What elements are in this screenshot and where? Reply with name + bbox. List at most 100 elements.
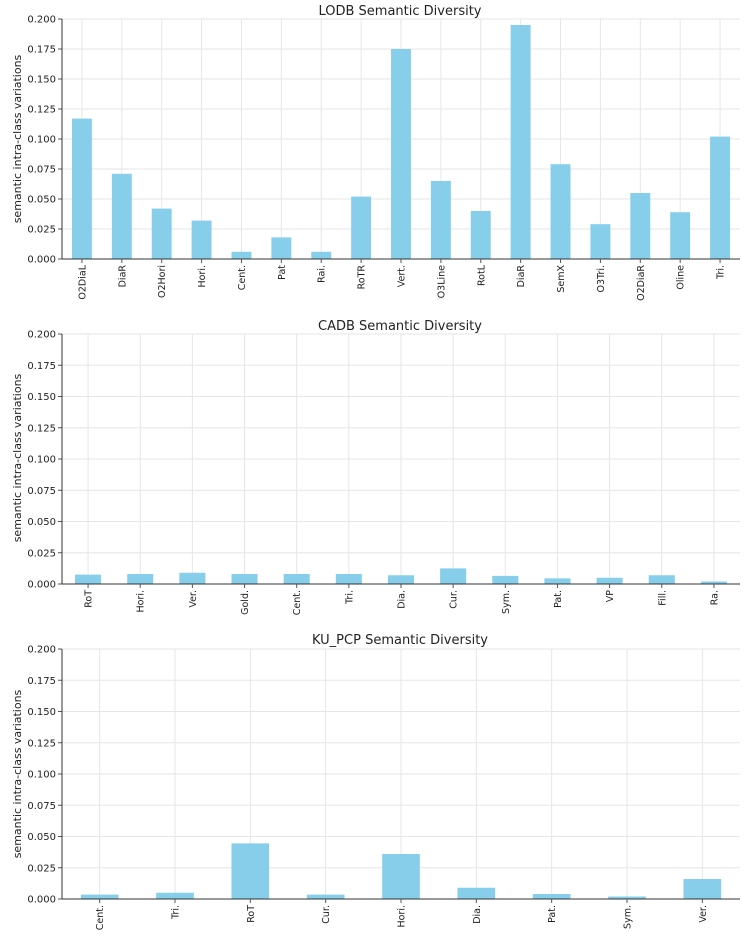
x-tick-label: Sym.: [623, 905, 634, 929]
bar: [700, 581, 727, 584]
bar: [351, 196, 372, 259]
x-tick-label: Hori.: [197, 265, 208, 288]
bar: [510, 25, 531, 259]
x-tick-label: Tri.: [344, 590, 355, 605]
y-tick-label: 0.175: [27, 676, 56, 687]
chart-title: LODB Semantic Diversity: [318, 4, 481, 19]
y-tick-label: 0.075: [27, 486, 56, 497]
x-tick-label: Ra.: [709, 590, 720, 605]
bar: [151, 208, 172, 259]
bar: [457, 887, 496, 899]
y-tick-label: 0.125: [27, 105, 56, 116]
x-tick-label: RoT: [246, 905, 257, 923]
x-tick-label: RoT: [84, 590, 95, 608]
bar: [648, 575, 675, 584]
bar: [492, 575, 519, 584]
y-tick-label: 0.025: [27, 863, 56, 874]
plot-area: 0.000 0.025 0.050 0.075 0.100 0.125 0.150 0.175…: [27, 15, 740, 301]
bar: [382, 854, 420, 899]
panel-cadb: CADB Semantic Diversity semantic intra-c…: [11, 319, 740, 615]
x-tick-label: VP: [605, 590, 616, 602]
x-tick-label: Oline: [676, 265, 687, 290]
x-tick-label: RoTR: [357, 265, 368, 290]
x-tick-label: Tri.: [716, 265, 727, 280]
y-tick-label: 0.000: [27, 580, 56, 591]
panel-lodb: LODB Semantic Diversity semantic intra-c…: [11, 4, 740, 301]
y-tick-label: 0.075: [27, 801, 56, 812]
bar: [430, 181, 451, 259]
x-tick-label: DiaR: [516, 265, 527, 288]
bar: [391, 49, 411, 259]
y-tick-label: 0.125: [27, 423, 56, 434]
bar: [544, 578, 571, 584]
bar: [283, 574, 310, 584]
bar: [532, 894, 571, 899]
y-tick-label: 0.175: [27, 45, 56, 56]
x-tick-label: Ver.: [698, 905, 709, 923]
bar: [231, 574, 258, 584]
bar: [311, 251, 332, 259]
bar: [111, 173, 132, 259]
y-tick-label: 0.200: [27, 15, 56, 26]
x-tick-label: Cent.: [95, 905, 106, 930]
y-axis-label: semantic intra-class variations: [11, 689, 24, 858]
x-tick-label: O3Line: [436, 265, 447, 298]
x-tick-label: Pat.: [547, 905, 558, 923]
x-tick-label: O2DiaR: [636, 265, 647, 301]
y-tick-label: 0.050: [27, 517, 56, 528]
bar: [71, 118, 92, 259]
x-tick-label: Cur.: [321, 905, 332, 924]
y-tick-label: 0.000: [27, 895, 56, 906]
bar: [231, 251, 252, 259]
chart-title: KU_PCP Semantic Diversity: [312, 633, 488, 648]
x-tick-label: Cur.: [449, 590, 460, 609]
x-tick-label: Hori.: [397, 905, 408, 928]
x-tick-label: Dia.: [472, 905, 483, 924]
bar: [710, 136, 731, 259]
y-tick-label: 0.050: [27, 195, 56, 206]
y-tick-label: 0.100: [27, 135, 56, 146]
x-tick-label: Ver.: [188, 590, 199, 608]
y-axis-label: semantic intra-class variations: [11, 54, 24, 223]
bar: [191, 220, 212, 259]
y-tick-label: 0.175: [27, 361, 56, 372]
panel-ku-pcp: KU_PCP Semantic Diversity semantic intra…: [11, 633, 740, 930]
x-tick-label: Vert.: [397, 265, 408, 287]
bar: [271, 237, 292, 259]
x-tick-label: Tri.: [171, 905, 182, 920]
x-tick-label: O3Tri.: [596, 265, 607, 293]
plot-area: 0.000 0.025 0.050 0.075 0.100 0.125 0.150 0.175…: [27, 645, 740, 930]
bar: [590, 224, 611, 259]
y-axis-label: semantic intra-class variations: [11, 373, 24, 542]
bar: [440, 568, 467, 584]
y-tick-label: 0.075: [27, 165, 56, 176]
bar: [179, 572, 206, 584]
y-tick-label: 0.100: [27, 455, 56, 466]
bar: [387, 575, 415, 584]
bar: [75, 574, 102, 584]
bar: [231, 843, 270, 899]
x-tick-label: Dia.: [397, 590, 408, 609]
bar: [127, 574, 154, 584]
x-tick-label: Fill.: [657, 590, 668, 606]
bar: [80, 894, 119, 899]
x-tick-label: O2Hori: [157, 265, 168, 298]
y-tick-label: 0.025: [27, 225, 56, 236]
x-tick-label: Rai.: [317, 265, 328, 283]
y-tick-label: 0.150: [27, 707, 56, 718]
x-tick-label: Cent.: [237, 265, 248, 290]
chart-title: CADB Semantic Diversity: [318, 319, 482, 334]
bar: [550, 164, 571, 259]
x-tick-label: Hori.: [136, 590, 147, 613]
y-tick-label: 0.200: [27, 330, 56, 341]
x-tick-label: Pat: [277, 265, 288, 280]
x-tick-label: SemX: [556, 265, 567, 293]
bar: [596, 577, 623, 584]
x-tick-label: RotL: [476, 264, 487, 286]
y-tick-label: 0.025: [27, 548, 56, 559]
y-tick-label: 0.050: [27, 832, 56, 843]
x-tick-label: Pat.: [553, 590, 564, 608]
bar: [306, 894, 345, 899]
y-tick-label: 0.000: [27, 255, 56, 266]
